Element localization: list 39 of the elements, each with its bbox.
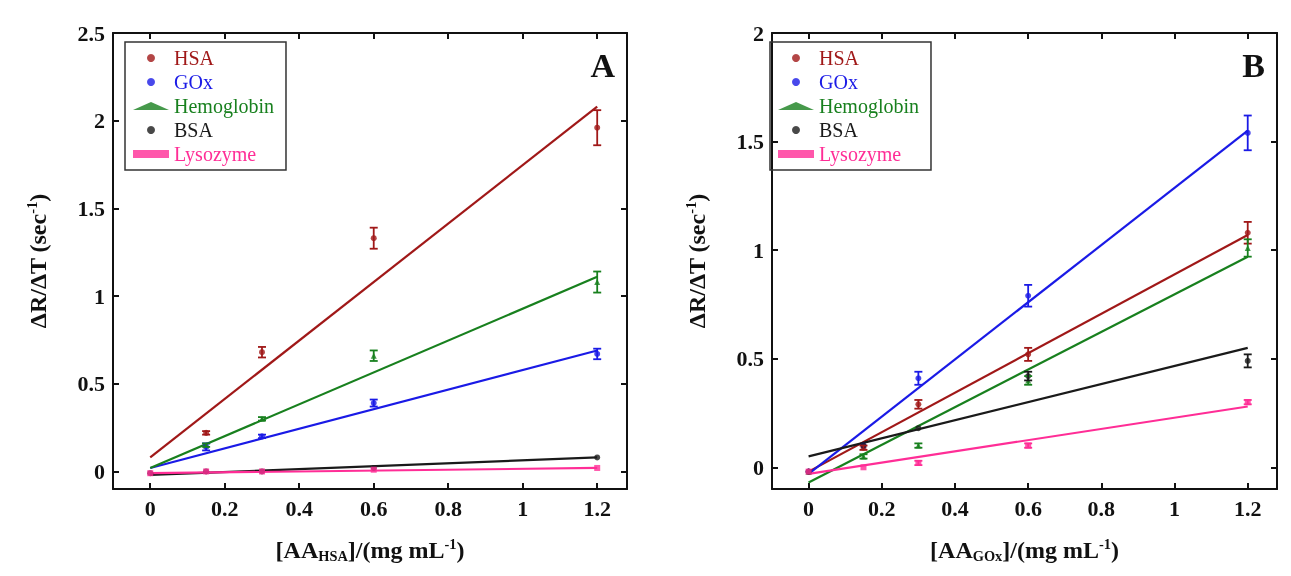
x-tick-label: 1.2 bbox=[583, 495, 611, 521]
x-tick-label: 0.6 bbox=[359, 495, 388, 521]
y-tick-label: 1.5 bbox=[736, 129, 764, 155]
x-tick-label: 1 bbox=[517, 495, 529, 521]
legend-label: Hemoglobin bbox=[819, 95, 919, 118]
y-tick-label: 0 bbox=[94, 458, 105, 484]
x-tick-label: 0.6 bbox=[1014, 495, 1042, 521]
x-tick-label: 0.4 bbox=[941, 495, 969, 521]
legend-label: GOx bbox=[174, 71, 213, 93]
x-tick-label: 0.4 bbox=[285, 495, 313, 521]
legend-label: Lysozyme bbox=[819, 143, 902, 166]
legend-label: BSA bbox=[819, 119, 859, 141]
annotation: B bbox=[1242, 46, 1266, 84]
y-tick-label: 0.5 bbox=[77, 371, 105, 397]
x-tick-label: 1 bbox=[1169, 495, 1181, 521]
x-tick-label: 0 bbox=[144, 495, 156, 521]
legend-label: Hemoglobin bbox=[174, 95, 274, 118]
legend-label: Lysozyme bbox=[174, 143, 257, 166]
y-tick-label: 1 bbox=[753, 237, 764, 263]
y-axis-title: ΔR/ΔT (sec-1) bbox=[683, 193, 710, 329]
y-tick-label: 0.5 bbox=[736, 346, 764, 372]
legend-label: GOx bbox=[819, 71, 858, 93]
legend-label: HSA bbox=[174, 47, 215, 69]
legend-label: BSA bbox=[174, 119, 214, 141]
x-tick-label: 1.2 bbox=[1233, 495, 1262, 521]
y-tick-label: 0 bbox=[753, 454, 764, 480]
x-tick-label: 0.2 bbox=[868, 495, 896, 521]
y-tick-label: 1.5 bbox=[77, 195, 105, 221]
x-tick-label: 0.2 bbox=[210, 495, 239, 521]
annotation: A bbox=[590, 46, 616, 84]
legend-label: HSA bbox=[819, 47, 860, 69]
y-tick-label: 2 bbox=[753, 20, 764, 46]
x-tick-label: 0.8 bbox=[1087, 495, 1116, 521]
x-tick-label: 0.8 bbox=[434, 495, 462, 521]
x-tick-label: 0 bbox=[803, 495, 815, 521]
y-tick-label: 2.5 bbox=[77, 20, 105, 46]
y-tick-label: 1 bbox=[94, 283, 105, 309]
y-tick-label: 2 bbox=[94, 108, 105, 134]
y-axis-title: ΔR/ΔT (sec-1) bbox=[24, 193, 51, 329]
